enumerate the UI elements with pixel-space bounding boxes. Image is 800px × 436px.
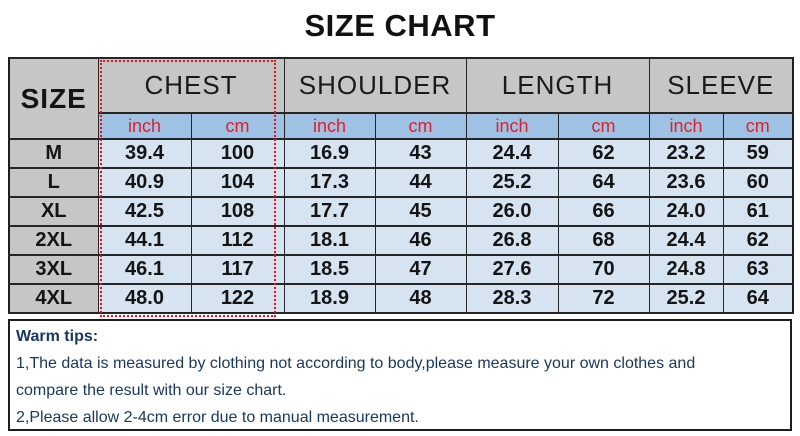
- size-label: 4XL: [8, 283, 99, 314]
- cell-chest-cm: 112: [190, 225, 285, 256]
- cell-chest-cm: 122: [190, 283, 285, 314]
- size-chart-table: SIZE CHEST SHOULDER LENGTH SLEEVE inch c…: [8, 57, 795, 314]
- cell-length-cm: 66: [557, 196, 650, 227]
- group-header-row: SIZE CHEST SHOULDER LENGTH SLEEVE: [8, 57, 794, 140]
- warm-tips-line-3: 2,Please allow 2-4cm error due to manual…: [16, 409, 419, 426]
- cell-shoulder-inch: 17.3: [283, 167, 376, 198]
- cell-sleeve-inch: 24.0: [648, 196, 724, 227]
- table-row-l: L 40.9 104 17.3 44 25.2 64 23.6 60: [8, 167, 794, 198]
- cell-sleeve-inch: 24.8: [648, 254, 724, 285]
- table-row-2xl: 2XL 44.1 112 18.1 46 26.8 68 24.4 62: [8, 225, 794, 256]
- table-row-3xl: 3XL 46.1 117 18.5 47 27.6 70 24.8 63: [8, 254, 794, 285]
- cell-length-inch: 24.4: [465, 138, 559, 169]
- cell-length-inch: 27.6: [465, 254, 559, 285]
- cell-chest-inch: 42.5: [97, 196, 192, 227]
- shoulder-inch-header: inch: [283, 112, 376, 140]
- table-row-4xl: 4XL 48.0 122 18.9 48 28.3 72 25.2 64: [8, 283, 794, 314]
- cell-shoulder-cm: 44: [374, 167, 467, 198]
- cell-shoulder-cm: 43: [374, 138, 467, 169]
- warm-tips-line-1: 1,The data is measured by clothing not a…: [16, 355, 696, 372]
- cell-length-cm: 62: [557, 138, 650, 169]
- chest-cm-header: cm: [190, 112, 285, 140]
- cell-chest-inch: 39.4: [97, 138, 192, 169]
- length-cm-header: cm: [557, 112, 650, 140]
- cell-length-inch: 25.2: [465, 167, 559, 198]
- length-inch-header: inch: [465, 112, 559, 140]
- chest-group-header: CHEST: [97, 57, 285, 114]
- shoulder-cm-header: cm: [374, 112, 467, 140]
- size-label: XL: [8, 196, 99, 227]
- cell-length-inch: 28.3: [465, 283, 559, 314]
- cell-sleeve-cm: 64: [722, 283, 794, 314]
- cell-sleeve-inch: 25.2: [648, 283, 724, 314]
- sleeve-inch-header: inch: [648, 112, 724, 140]
- size-label: L: [8, 167, 99, 198]
- table-row-m: M 39.4 100 16.9 43 24.4 62 23.2 59: [8, 138, 794, 169]
- cell-chest-cm: 117: [190, 254, 285, 285]
- table-row-xl: XL 42.5 108 17.7 45 26.0 66 24.0 61: [8, 196, 794, 227]
- cell-chest-cm: 100: [190, 138, 285, 169]
- cell-chest-inch: 46.1: [97, 254, 192, 285]
- cell-shoulder-inch: 16.9: [283, 138, 376, 169]
- cell-length-inch: 26.8: [465, 225, 559, 256]
- cell-shoulder-inch: 17.7: [283, 196, 376, 227]
- cell-length-cm: 70: [557, 254, 650, 285]
- size-label: 2XL: [8, 225, 99, 256]
- size-column-header: SIZE: [8, 57, 99, 140]
- length-group-header: LENGTH: [465, 57, 650, 114]
- cell-length-cm: 68: [557, 225, 650, 256]
- cell-shoulder-inch: 18.1: [283, 225, 376, 256]
- cell-shoulder-inch: 18.5: [283, 254, 376, 285]
- sleeve-group-header: SLEEVE: [648, 57, 794, 114]
- warm-tips-line-2: compare the result with our size chart.: [16, 382, 287, 399]
- unit-header-row: inch cm inch cm inch cm inch cm: [9, 112, 794, 140]
- cell-shoulder-cm: 46: [374, 225, 467, 256]
- sleeve-cm-header: cm: [722, 112, 794, 140]
- cell-length-cm: 64: [557, 167, 650, 198]
- cell-chest-cm: 108: [190, 196, 285, 227]
- shoulder-group-header: SHOULDER: [283, 57, 467, 114]
- size-label: 3XL: [8, 254, 99, 285]
- chest-inch-header: inch: [97, 112, 192, 140]
- size-label: M: [8, 138, 99, 169]
- cell-shoulder-cm: 48: [374, 283, 467, 314]
- cell-sleeve-cm: 63: [722, 254, 794, 285]
- cell-chest-inch: 44.1: [97, 225, 192, 256]
- cell-sleeve-cm: 61: [722, 196, 794, 227]
- cell-sleeve-inch: 24.4: [648, 225, 724, 256]
- cell-sleeve-inch: 23.2: [648, 138, 724, 169]
- cell-sleeve-cm: 59: [722, 138, 794, 169]
- cell-sleeve-cm: 60: [722, 167, 794, 198]
- warm-tips-heading: Warm tips:: [16, 328, 99, 345]
- cell-length-cm: 72: [557, 283, 650, 314]
- cell-shoulder-cm: 47: [374, 254, 467, 285]
- cell-length-inch: 26.0: [465, 196, 559, 227]
- cell-chest-cm: 104: [190, 167, 285, 198]
- cell-shoulder-inch: 18.9: [283, 283, 376, 314]
- cell-chest-inch: 48.0: [97, 283, 192, 314]
- page-title: SIZE CHART: [304, 8, 496, 43]
- cell-chest-inch: 40.9: [97, 167, 192, 198]
- warm-tips-panel: Warm tips: 1,The data is measured by clo…: [8, 319, 792, 431]
- cell-sleeve-inch: 23.6: [648, 167, 724, 198]
- cell-sleeve-cm: 62: [722, 225, 794, 256]
- cell-shoulder-cm: 45: [374, 196, 467, 227]
